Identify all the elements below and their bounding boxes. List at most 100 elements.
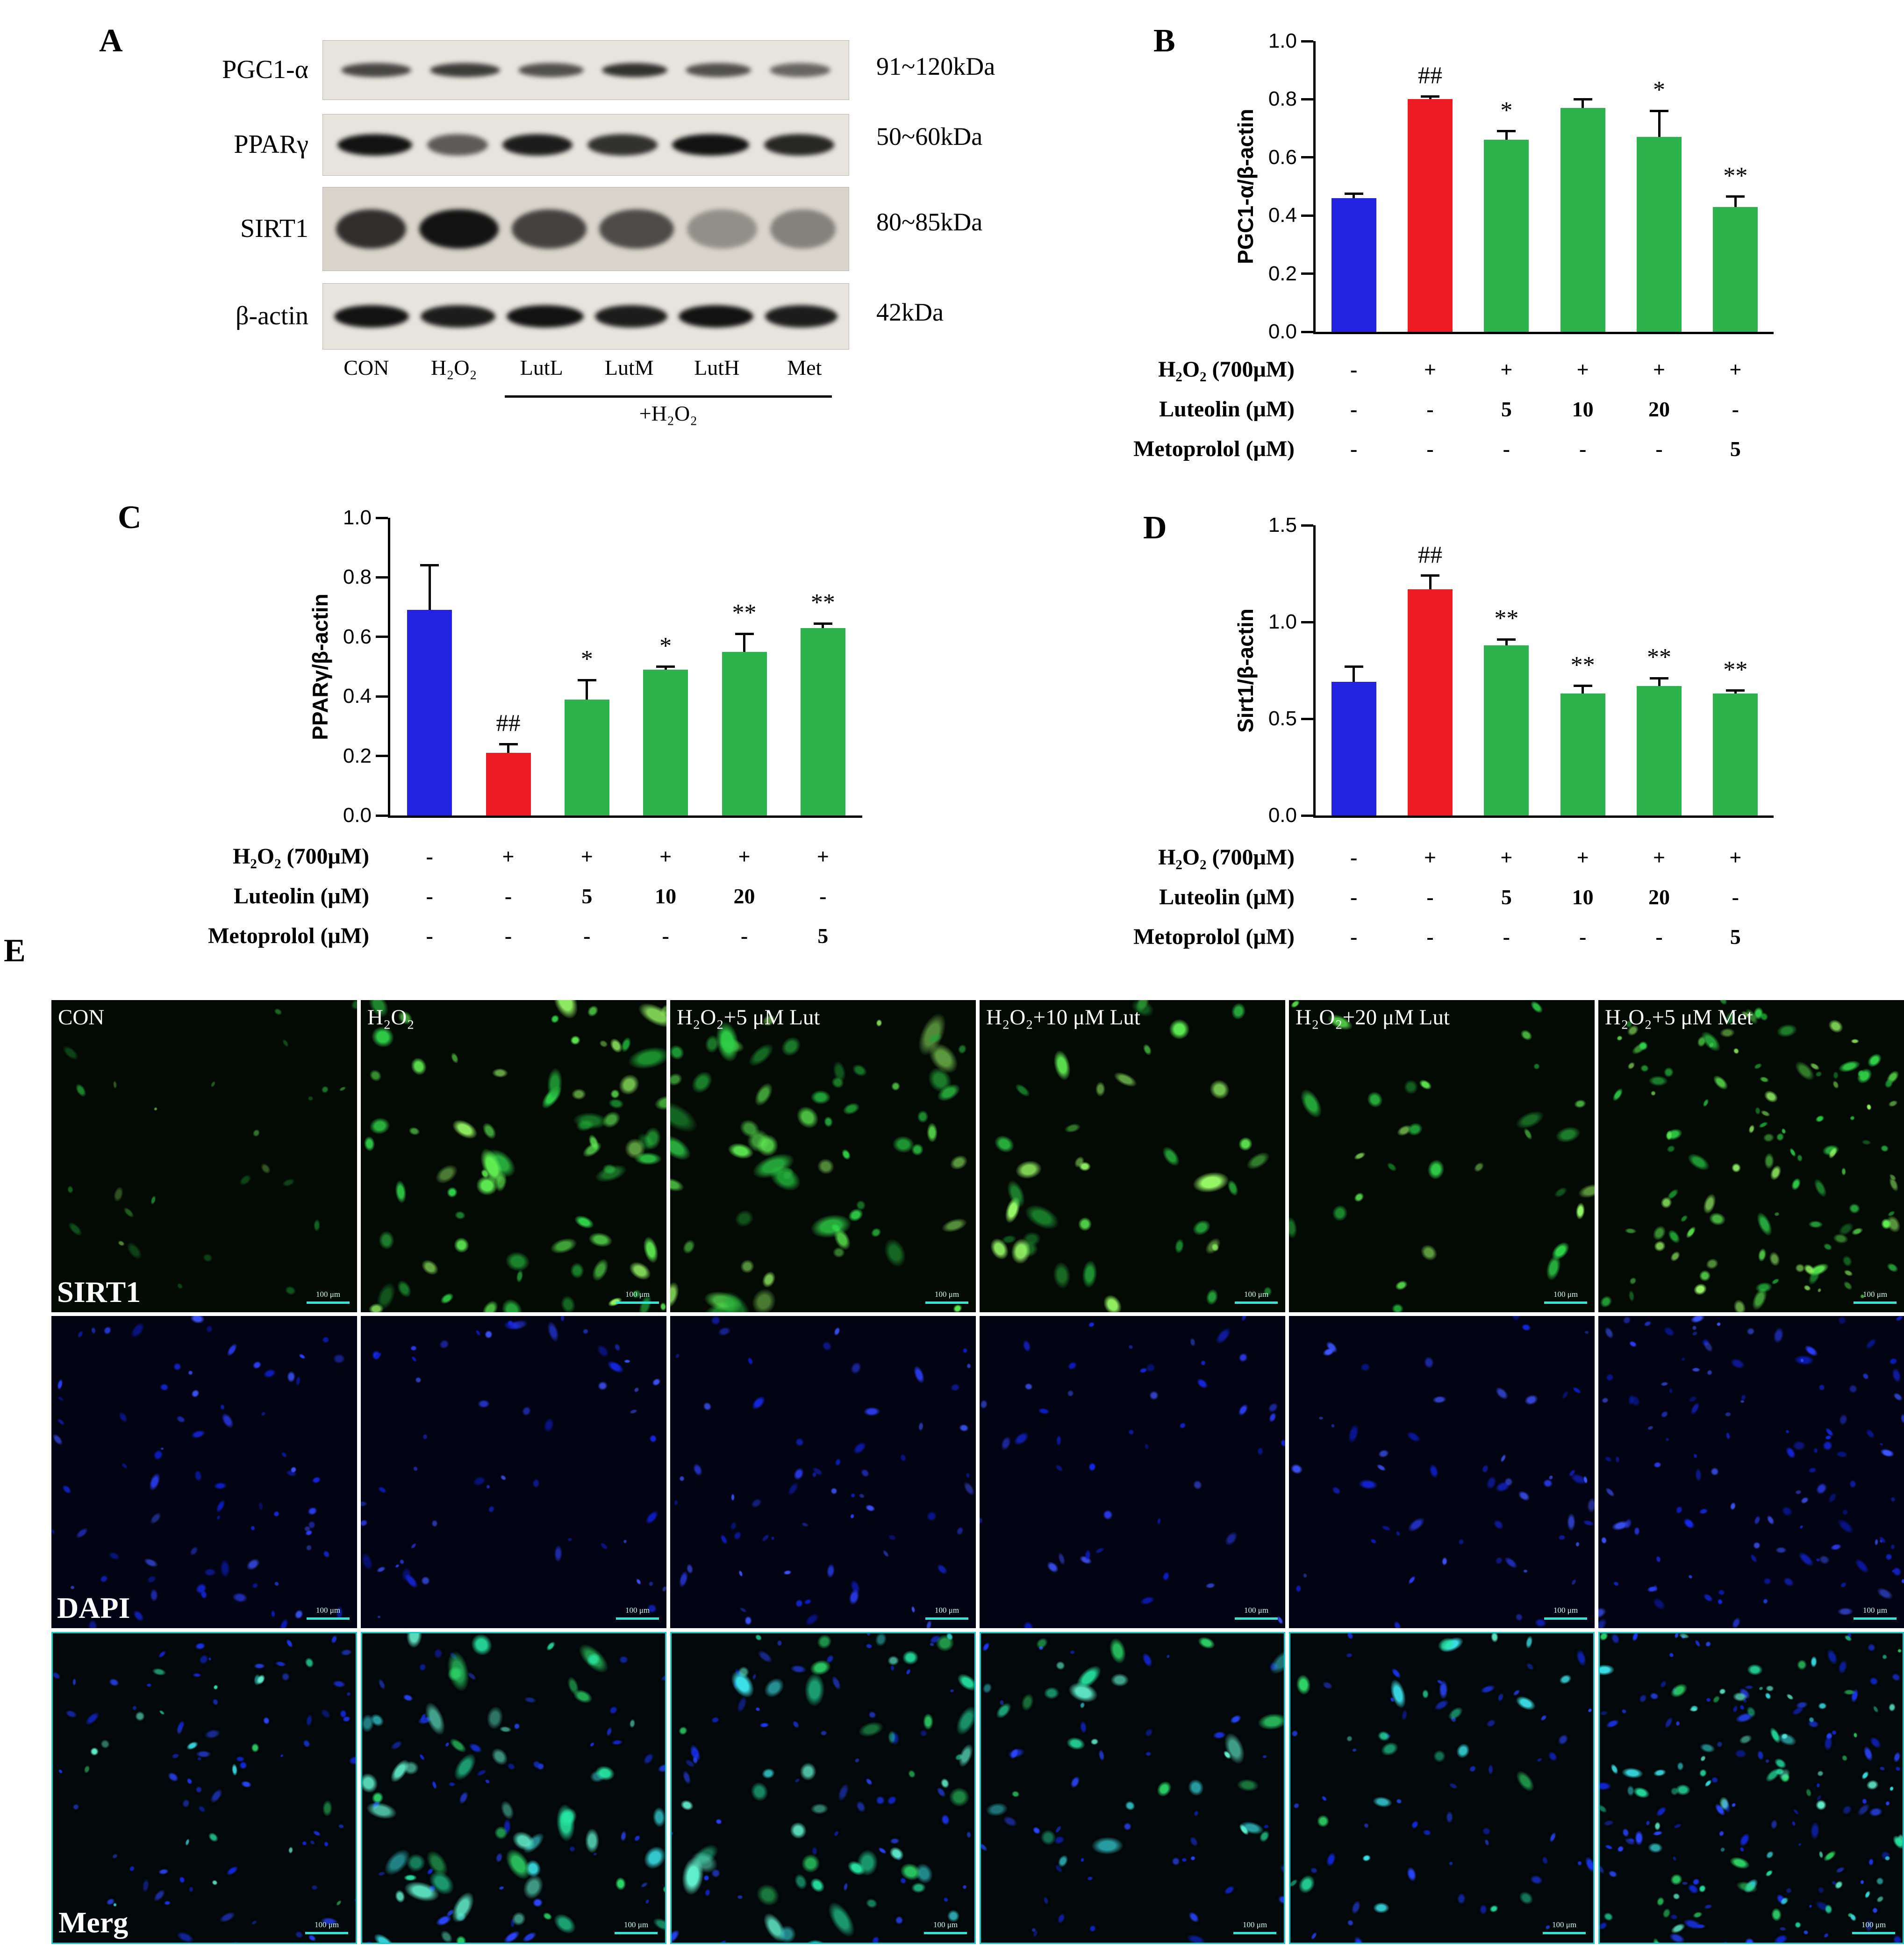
treatment-value: 10: [1572, 885, 1594, 909]
fluorescence-blob: [1628, 1289, 1635, 1302]
fluorescence-blob: [251, 1581, 259, 1590]
fluorescence-blob: [672, 1927, 682, 1943]
scale-bar: [1544, 1301, 1587, 1304]
fluorescence-blob: [1079, 1720, 1088, 1734]
fluorescence-blob: [1554, 1124, 1582, 1145]
fluorescence-blob: [132, 1705, 137, 1711]
blot-band: [341, 63, 412, 77]
fluorescence-blob: [1148, 1389, 1160, 1402]
fluorescence-blob: [365, 1800, 399, 1822]
fluorescence-blob: [1601, 1396, 1610, 1404]
fluorescence-blob: [1490, 1633, 1499, 1643]
fluorescence-blob: [367, 1067, 384, 1084]
fluorescence-blob: [1491, 1517, 1506, 1532]
fluorescence-blob: [659, 1302, 666, 1311]
bar: [407, 610, 452, 815]
scale-bar: [925, 1301, 968, 1304]
fluorescence-blob: [794, 1436, 806, 1448]
scale-bar-label: 100 μm: [623, 1920, 649, 1929]
lane-label-h2o2: H₂O₂: [430, 356, 477, 379]
fluorescence-blob: [1725, 1431, 1731, 1440]
fluorescence-blob: [718, 1939, 728, 1943]
fluorescence-blob: [345, 1691, 352, 1697]
fluorescence-blob: [532, 1897, 544, 1908]
fluorescence-blob: [418, 1752, 426, 1762]
fluorescence-blob: [1818, 1850, 1824, 1859]
fluorescence-blob: [887, 1655, 900, 1666]
fluorescence-blob: [498, 1885, 505, 1891]
y-tick-mark: [376, 576, 388, 579]
micro-cell-sirt1-3: H₂O₂+10 μM Lut 100 μm: [980, 1000, 1285, 1312]
fluorescence-blob: [681, 1769, 693, 1786]
fluorescence-blob: [1558, 1673, 1573, 1686]
fluorescence-blob: [176, 1282, 184, 1290]
y-tick-label: 1.0: [1268, 610, 1297, 633]
fluorescence-blob: [1814, 1070, 1823, 1078]
fluorescence-blob: [414, 1375, 423, 1385]
fluorescence-blob: [799, 1762, 817, 1781]
fluorescence-blob: [1781, 1575, 1796, 1589]
fluorescence-blob: [842, 1882, 849, 1892]
fluorescence-blob: [950, 1383, 961, 1392]
fluorescence-blob: [605, 1726, 613, 1737]
y-tick-mark: [376, 516, 388, 519]
fluorescence-blob: [1673, 1823, 1682, 1830]
fluorescence-blob: [585, 1828, 599, 1853]
error-bar-cap: [1650, 109, 1668, 112]
micro-cell-sirt1-2: H₂O₂+5 μM Lut 100 μm: [670, 1000, 976, 1312]
fluorescence-blob: [545, 1320, 561, 1344]
fluorescence-blob: [1776, 1730, 1798, 1748]
fluorescence-blob: [691, 1462, 704, 1478]
fluorescence-blob: [794, 1777, 801, 1784]
error-bar-cap: [499, 743, 518, 745]
fluorescence-blob: [193, 1469, 203, 1482]
fluorescence-blob: [850, 1492, 856, 1499]
fluorescence-blob: [335, 1899, 343, 1907]
fluorescence-blob: [1213, 1325, 1234, 1347]
fluorescence-blob: [1488, 1903, 1500, 1914]
fluorescence-blob: [322, 1800, 333, 1817]
fluorescence-blob: [1728, 1855, 1751, 1871]
fluorescence-blob: [820, 1730, 828, 1737]
treatment-value: -: [662, 924, 669, 948]
fluorescence-blob: [455, 1934, 467, 1943]
fluorescence-blob: [966, 1363, 971, 1369]
fluorescence-blob: [812, 1471, 817, 1478]
bar: [1713, 207, 1758, 332]
bar: [722, 651, 767, 815]
fluorescence-blob: [1866, 1103, 1872, 1111]
fluorescence-blob: [1144, 1361, 1157, 1374]
fluorescence-blob: [67, 1185, 74, 1194]
fluorescence-blob: [567, 1537, 573, 1542]
fluorescence-blob: [980, 1516, 984, 1526]
fluorescence-blob: [1866, 1642, 1877, 1653]
fluorescence-blob: [251, 1919, 258, 1926]
micro-cell-dapi-1: 100 μm: [361, 1316, 666, 1628]
fluorescence-blob: [1855, 1801, 1872, 1818]
lane-label-lutl: LutL: [520, 356, 563, 379]
fluorescence-blob: [546, 1067, 564, 1100]
fluorescence-blob: [321, 1336, 330, 1344]
fluorescence-blob: [1079, 1701, 1086, 1709]
fluorescence-blob: [589, 1256, 612, 1284]
fluorescence-blob: [73, 1081, 88, 1099]
fluorescence-blob: [1808, 1466, 1817, 1474]
micro-column-title: H₂O₂+10 μM Lut: [986, 1005, 1140, 1030]
fluorescence-blob: [834, 1458, 842, 1467]
fluorescence-blob: [201, 1252, 214, 1264]
fluorescence-blob: [1757, 1120, 1769, 1130]
fluorescence-blob: [378, 1230, 395, 1251]
fluorescence-blob: [208, 1657, 212, 1661]
fluorescence-blob: [1668, 1872, 1684, 1888]
fluorescence-blob: [1837, 1659, 1849, 1675]
fluorescence-blob: [1716, 1321, 1722, 1327]
fluorescence-blob: [1345, 1652, 1353, 1658]
fluorescence-blob: [981, 1641, 991, 1653]
fluorescence-blob: [864, 1777, 874, 1787]
fluorescence-blob: [623, 1539, 628, 1544]
fluorescence-blob: [1391, 1303, 1404, 1312]
blot-lane-labels: CON H₂O₂ LutL LutM LutH Met: [322, 355, 848, 380]
scale-bar: [305, 1932, 348, 1934]
fluorescence-blob: [571, 1088, 587, 1101]
fluorescence-blob: [151, 1667, 167, 1677]
